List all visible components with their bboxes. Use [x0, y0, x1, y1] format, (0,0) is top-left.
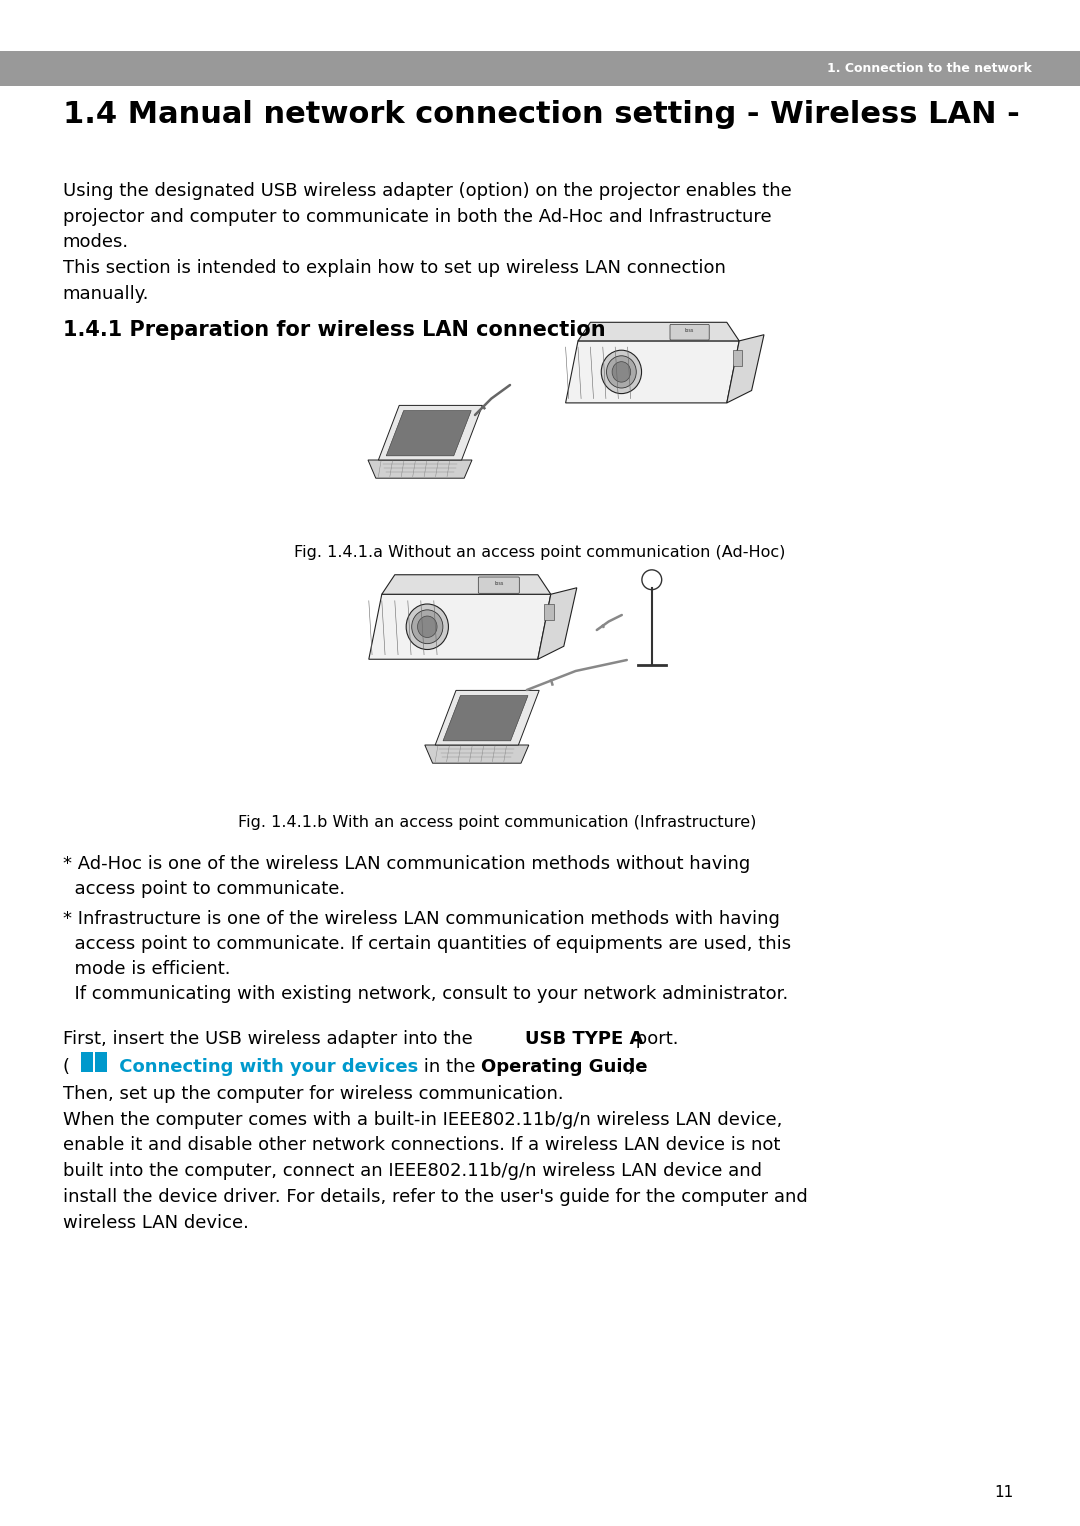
Bar: [81, 1051, 93, 1071]
Polygon shape: [424, 745, 529, 763]
Text: 1.4 Manual network connection setting - Wireless LAN -: 1.4 Manual network connection setting - …: [63, 101, 1020, 130]
Polygon shape: [578, 322, 739, 340]
Polygon shape: [727, 334, 764, 403]
Polygon shape: [387, 410, 471, 456]
Ellipse shape: [406, 604, 448, 650]
Ellipse shape: [612, 362, 631, 382]
FancyBboxPatch shape: [0, 50, 1080, 85]
Text: 1. Connection to the network: 1. Connection to the network: [826, 63, 1031, 75]
Polygon shape: [368, 594, 551, 659]
Bar: [95, 1051, 107, 1071]
Text: Then, set up the computer for wireless communication.
When the computer comes wi: Then, set up the computer for wireless c…: [63, 1085, 808, 1231]
Ellipse shape: [418, 617, 437, 638]
Ellipse shape: [411, 610, 443, 644]
Polygon shape: [368, 459, 472, 478]
FancyBboxPatch shape: [670, 325, 710, 340]
Text: Operating Guide: Operating Guide: [481, 1058, 647, 1076]
FancyBboxPatch shape: [478, 577, 519, 594]
Text: * Ad-Hoc is one of the wireless LAN communication methods without having
  acces: * Ad-Hoc is one of the wireless LAN comm…: [63, 855, 750, 897]
Text: * Infrastructure is one of the wireless LAN communication methods with having
  : * Infrastructure is one of the wireless …: [63, 909, 791, 1003]
Text: Using the designated USB wireless adapter (option) on the projector enables the
: Using the designated USB wireless adapte…: [63, 182, 792, 302]
Ellipse shape: [602, 349, 642, 394]
Text: port.: port.: [630, 1030, 678, 1048]
Text: loss: loss: [495, 581, 503, 586]
Text: Fig. 1.4.1.a Without an access point communication (Ad-Hoc): Fig. 1.4.1.a Without an access point com…: [295, 545, 785, 560]
Text: Connecting with your devices: Connecting with your devices: [112, 1058, 418, 1076]
Polygon shape: [566, 340, 739, 403]
Text: Fig. 1.4.1.b With an access point communication (Infrastructure): Fig. 1.4.1.b With an access point commun…: [238, 815, 756, 830]
Text: USB TYPE A: USB TYPE A: [525, 1030, 643, 1048]
Polygon shape: [435, 690, 539, 745]
Polygon shape: [378, 406, 483, 459]
Text: 11: 11: [995, 1485, 1014, 1500]
Text: loss: loss: [685, 328, 694, 333]
Text: 1.4.1 Preparation for wireless LAN connection: 1.4.1 Preparation for wireless LAN conne…: [63, 320, 605, 340]
Polygon shape: [538, 588, 577, 659]
Text: in the: in the: [418, 1058, 481, 1076]
Polygon shape: [382, 575, 551, 594]
Text: (: (: [63, 1058, 69, 1076]
Text: ): ): [627, 1058, 635, 1076]
Polygon shape: [443, 696, 528, 740]
Text: First, insert the USB wireless adapter into the: First, insert the USB wireless adapter i…: [63, 1030, 478, 1048]
Bar: [733, 349, 742, 366]
Bar: [544, 604, 554, 620]
Circle shape: [642, 569, 662, 589]
Ellipse shape: [607, 356, 636, 388]
